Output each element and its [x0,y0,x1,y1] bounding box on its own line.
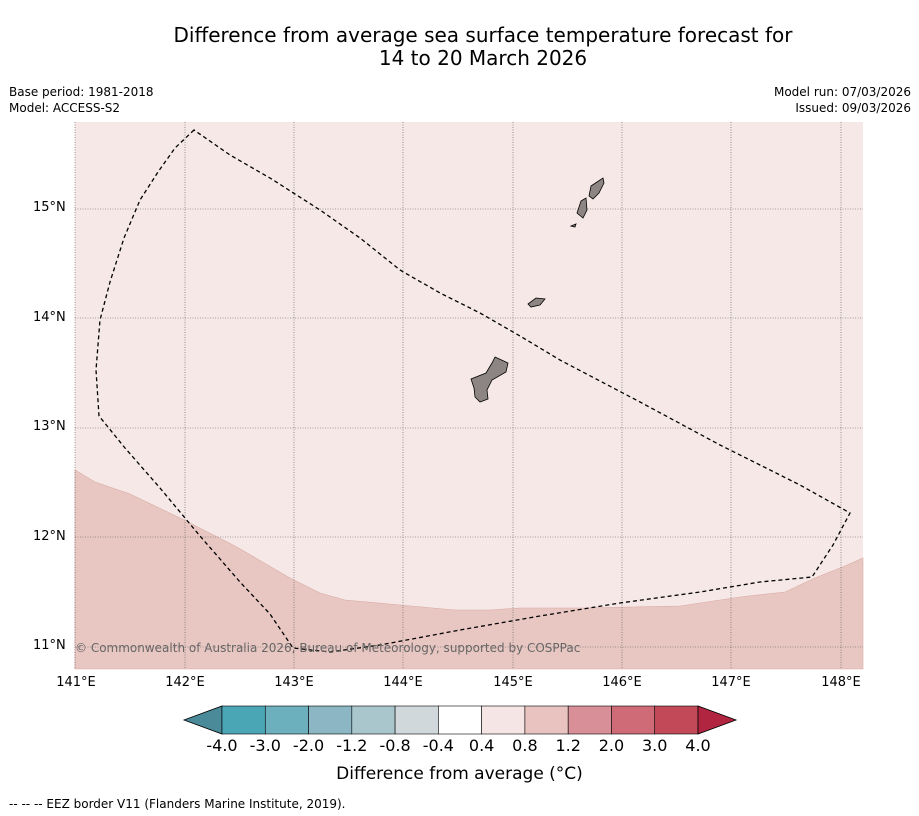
issued-date: Issued: 09/03/2026 [795,101,911,115]
rota-island [527,297,546,308]
model-run: Model run: 07/03/2026 [773,85,911,99]
colorbar-tick-label: -2.0 [292,736,325,755]
colorbar-segment [264,705,309,735]
lat-label: 15°N [33,200,66,215]
colorbar-segment [438,705,482,735]
colorbar-segment [611,705,656,735]
band-0-8-to-1-2 [74,469,864,670]
colorbar-segment [394,705,439,735]
lon-label: 147°E [711,675,751,690]
colorbar [182,705,738,735]
lat-label: 11°N [33,638,66,653]
chart-title-line1: Difference from average sea surface temp… [173,23,793,47]
colorbar-segment [221,705,266,735]
colorbar-segment [654,705,699,735]
colorbar-segment [481,705,526,735]
lon-label: 141°E [56,675,96,690]
colorbar-tick-label: 2.0 [598,736,625,755]
colorbar-tick-label: 3.0 [641,736,668,755]
colorbar-extend-high [697,705,738,735]
guam-island [470,356,509,403]
colorbar-tick-label: 0.8 [512,736,538,755]
colorbar-segment [567,705,612,735]
lat-label: 13°N [33,419,66,434]
lat-label: 12°N [33,529,66,544]
model-name: Model: ACCESS-S2 [9,101,121,115]
copyright-notice: © Commonwealth of Australia 2026, Bureau… [75,641,581,655]
colorbar-tick-label: -4.0 [206,736,238,755]
tinian-island [576,197,588,219]
colorbar-tick-label: 0.4 [468,736,495,755]
colorbar-tick-label: -0.8 [379,736,411,755]
eez-border [95,129,851,653]
info-left: Base period: 1981-2018 Model: ACCESS-S2 [9,84,154,116]
saipan-island [588,177,605,200]
colorbar-segment [308,705,353,735]
colorbar-tick-label: 1.2 [555,736,581,755]
colorbar-segment [351,705,396,735]
colorbar-tick-label: -3.0 [249,736,281,755]
lon-label: 146°E [602,675,642,690]
lat-label: 14°N [33,310,66,325]
chart-title-line2: 14 to 20 March 2026 [378,46,588,70]
colorbar-segment [524,705,569,735]
lon-label: 145°E [493,675,533,690]
base-period: Base period: 1981-2018 [9,85,154,99]
lon-label: 148°E [821,675,861,690]
info-right: Model run: 07/03/2026 Issued: 09/03/2026 [774,84,911,116]
colorbar-tick-label: -1.2 [336,736,368,755]
lon-label: 143°E [274,675,314,690]
gridlines [74,122,863,669]
colorbar-tick-label: 4.0 [685,736,711,755]
lon-label: 142°E [165,675,205,690]
colorbar-title: Difference from average (°C) [336,764,583,784]
medinilla-island [569,223,577,228]
colorbar-extend-low [182,705,223,735]
eez-legend: -- -- -- EEZ border V11 (Flanders Marine… [9,797,346,811]
lon-label: 144°E [383,675,423,690]
colorbar-tick-label: -0.4 [422,736,454,755]
